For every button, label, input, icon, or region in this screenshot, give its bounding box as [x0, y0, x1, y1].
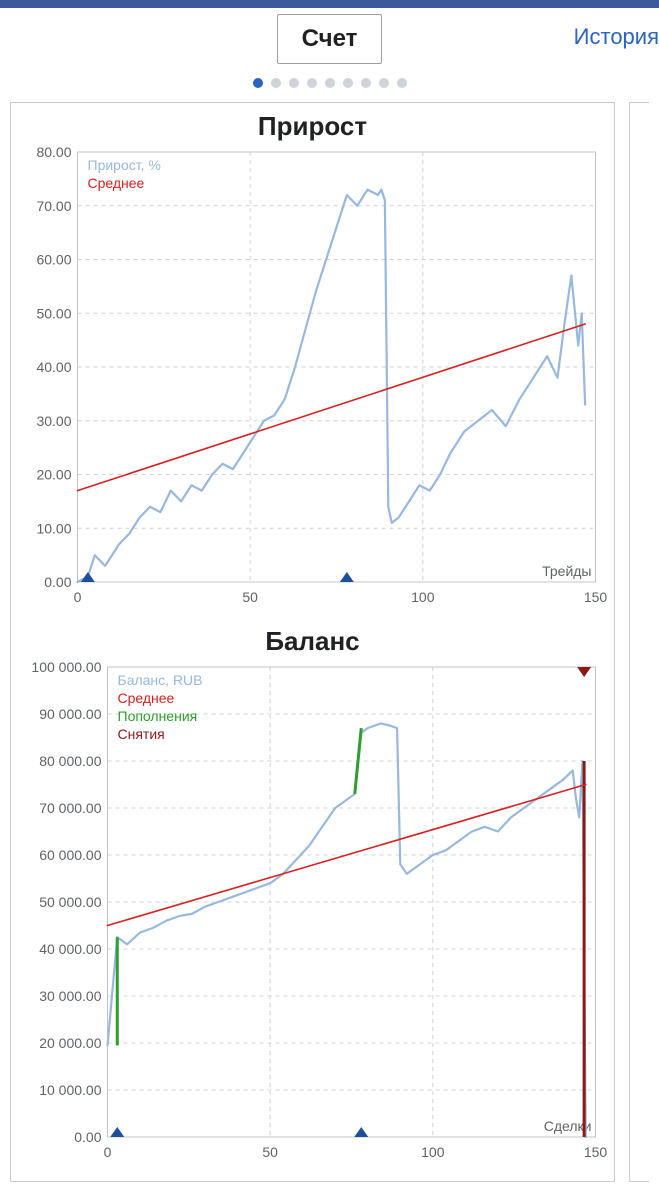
tab-history-link[interactable]: История	[574, 24, 659, 50]
chart-balance: Баланс 0.00 10 000.00 20 000.00 30 000.00 40…	[17, 626, 608, 1171]
svg-text:150: 150	[584, 589, 608, 605]
carousel-dot[interactable]	[271, 78, 281, 88]
svg-text:20 000.00: 20 000.00	[39, 1035, 101, 1051]
svg-text:100 000.00: 100 000.00	[31, 661, 101, 675]
chart-balance-svg: 0.00 10 000.00 20 000.00 30 000.00 40 000.00…	[17, 661, 608, 1171]
svg-text:50.00: 50.00	[36, 305, 71, 321]
svg-text:0.00: 0.00	[44, 574, 71, 590]
svg-text:40 000.00: 40 000.00	[39, 941, 101, 957]
svg-text:0: 0	[74, 589, 82, 605]
svg-text:90 000.00: 90 000.00	[39, 706, 101, 722]
svg-text:Прирост, %: Прирост, %	[88, 157, 161, 173]
svg-text:0.00: 0.00	[74, 1129, 101, 1145]
svg-text:Трейды: Трейды	[542, 563, 591, 579]
svg-text:10 000.00: 10 000.00	[39, 1082, 101, 1098]
top-accent-bar	[0, 0, 659, 8]
svg-text:70 000.00: 70 000.00	[39, 800, 101, 816]
svg-text:60 000.00: 60 000.00	[39, 847, 101, 863]
main-panel: Прирост 0.00 10.00 20.00 30.00 40.00 50.00 60.…	[10, 102, 615, 1182]
chart-balance-title: Баланс	[17, 626, 608, 657]
carousel-dot[interactable]	[289, 78, 299, 88]
carousel-dot[interactable]	[361, 78, 371, 88]
svg-text:50 000.00: 50 000.00	[39, 894, 101, 910]
chart-growth: Прирост 0.00 10.00 20.00 30.00 40.00 50.00 60.…	[17, 111, 608, 616]
svg-text:40.00: 40.00	[36, 359, 71, 375]
svg-text:100: 100	[411, 589, 435, 605]
svg-text:Среднее: Среднее	[88, 175, 145, 191]
carousel-dot[interactable]	[379, 78, 389, 88]
svg-text:Среднее: Среднее	[118, 690, 175, 706]
carousel-dot[interactable]	[253, 78, 263, 88]
chart-growth-title: Прирост	[17, 111, 608, 142]
carousel-dot[interactable]	[397, 78, 407, 88]
svg-text:10.00: 10.00	[36, 520, 71, 536]
tabs-row: Счет История	[0, 8, 659, 70]
svg-text:100: 100	[421, 1144, 445, 1160]
svg-text:60.00: 60.00	[36, 252, 71, 268]
svg-text:20.00: 20.00	[36, 467, 71, 483]
svg-text:Пополнения: Пополнения	[118, 708, 198, 724]
panels-container: Прирост 0.00 10.00 20.00 30.00 40.00 50.00 60.…	[0, 102, 659, 1182]
svg-text:30.00: 30.00	[36, 413, 71, 429]
svg-text:70.00: 70.00	[36, 198, 71, 214]
carousel-dot[interactable]	[325, 78, 335, 88]
chart-growth-svg: 0.00 10.00 20.00 30.00 40.00 50.00 60.00 70.00 8…	[17, 146, 608, 616]
carousel-dot[interactable]	[307, 78, 317, 88]
tab-account-button[interactable]: Счет	[277, 14, 383, 64]
next-panel-peek	[629, 102, 649, 1182]
svg-text:50: 50	[242, 589, 258, 605]
svg-text:Баланс, RUB: Баланс, RUB	[118, 672, 203, 688]
svg-text:50: 50	[262, 1144, 278, 1160]
svg-text:Снятия: Снятия	[118, 726, 165, 742]
svg-text:150: 150	[584, 1144, 608, 1160]
svg-text:80 000.00: 80 000.00	[39, 753, 101, 769]
svg-text:30 000.00: 30 000.00	[39, 988, 101, 1004]
carousel-dot[interactable]	[343, 78, 353, 88]
svg-text:80.00: 80.00	[36, 146, 71, 160]
svg-text:0: 0	[104, 1144, 112, 1160]
carousel-dots	[0, 70, 659, 102]
